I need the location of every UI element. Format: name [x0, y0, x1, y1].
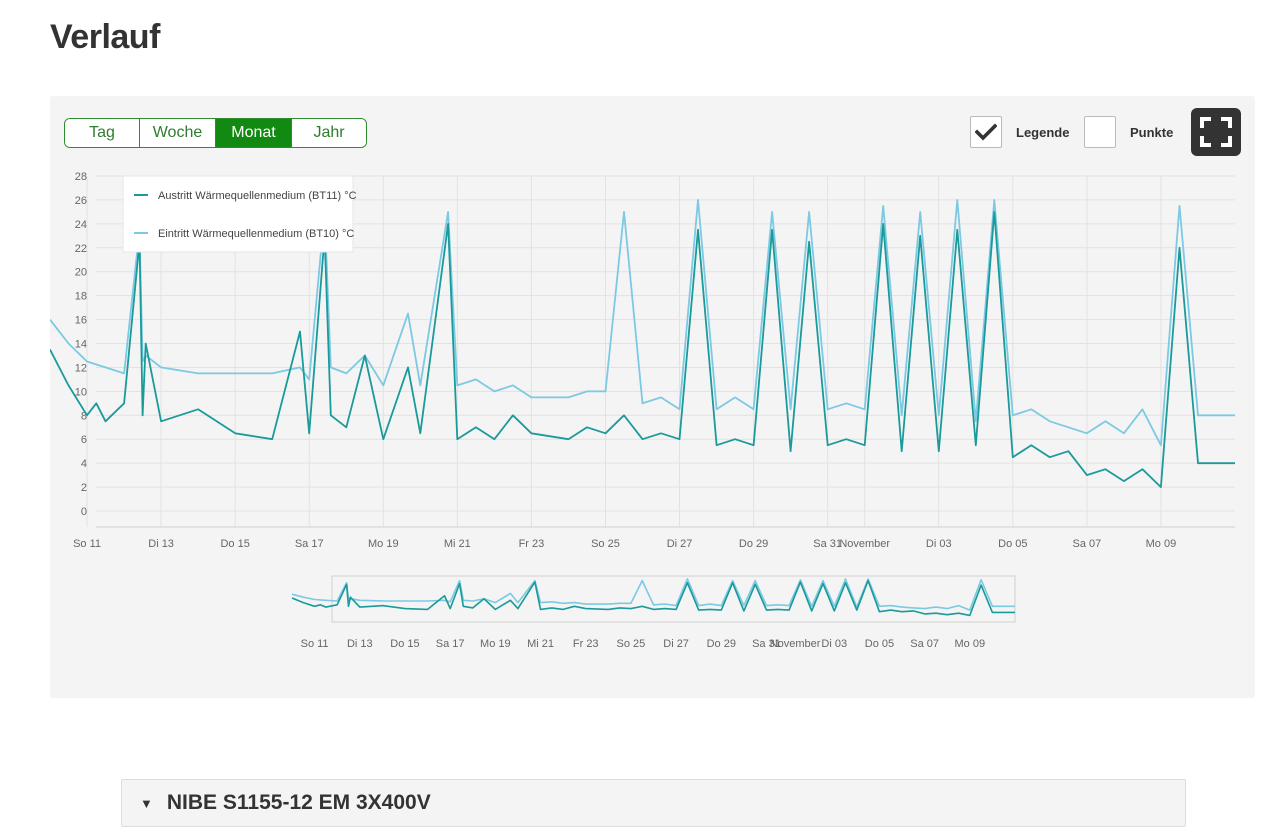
navigator-tick-label: November: [770, 638, 821, 650]
points-toggle: Punkte: [1084, 116, 1173, 148]
navigator-tick-label: Mo 19: [480, 638, 511, 650]
navigator-tick-label: Di 13: [347, 638, 373, 650]
y-tick-label: 10: [75, 386, 87, 398]
series-line-bt11: [50, 211, 1235, 489]
range-button-tag[interactable]: Tag: [65, 119, 140, 147]
y-tick-label: 8: [81, 410, 87, 422]
x-tick-label: So 25: [591, 538, 620, 550]
time-range-selector: Tag Woche Monat Jahr: [64, 118, 367, 148]
y-tick-label: 16: [75, 315, 87, 327]
x-tick-label: Mo 19: [368, 538, 399, 550]
y-tick-label: 22: [75, 243, 87, 255]
x-tick-label: November: [839, 538, 890, 550]
y-tick-label: 6: [81, 434, 87, 446]
page-title: Verlauf: [50, 18, 160, 56]
x-tick-label: Di 13: [148, 538, 174, 550]
range-button-woche[interactable]: Woche: [140, 119, 216, 147]
navigator-tick-label: Sa 31: [752, 638, 781, 650]
points-label: Punkte: [1130, 124, 1174, 140]
x-tick-label: Sa 31: [813, 538, 842, 550]
triangle-down-icon: ▼: [140, 795, 153, 811]
y-tick-label: 20: [75, 267, 87, 279]
navigator-tick-label: Do 05: [865, 638, 894, 650]
legend-entry: Austritt Wärmequellenmedium (BT11) °C: [158, 190, 357, 202]
legend-box: [122, 175, 354, 253]
x-tick-label: Mi 21: [444, 538, 471, 550]
navigator-tick-label: So 11: [301, 638, 329, 650]
y-tick-label: 18: [75, 291, 87, 303]
navigator-tick-label: Di 27: [663, 638, 689, 650]
x-tick-label: Fr 23: [519, 538, 545, 550]
range-button-monat[interactable]: Monat: [216, 119, 292, 147]
x-tick-label: Sa 07: [1073, 538, 1102, 550]
legend-toggle: Legende: [970, 116, 1069, 148]
navigator-window: [331, 575, 1016, 623]
navigator-tick-label: Mi 21: [527, 638, 554, 650]
fullscreen-button[interactable]: [1191, 108, 1241, 156]
x-tick-label: Do 05: [998, 538, 1027, 550]
y-tick-label: 2: [81, 482, 87, 494]
navigator-tick-label: Sa 17: [436, 638, 465, 650]
navigator-tick-label: Fr 23: [573, 638, 599, 650]
series-line-bt10: [50, 199, 1235, 447]
navigator-tick-label: Mo 09: [955, 638, 986, 650]
y-tick-label: 12: [75, 362, 87, 374]
range-button-jahr[interactable]: Jahr: [292, 119, 366, 147]
series-line-bt10-navigator: [291, 578, 1015, 611]
x-tick-label: Di 27: [667, 538, 693, 550]
history-chart-panel: 0 2 4 6 8 10 12 14 16 18 20 22 24 26 28 So 11 Di 13 Do 15…: [50, 96, 1255, 698]
x-tick-label: So 11: [73, 538, 101, 550]
fullscreen-icon: [1200, 117, 1232, 147]
y-tick-label: 14: [75, 339, 87, 351]
navigator-tick-label: So 25: [617, 638, 646, 650]
y-tick-label: 24: [75, 219, 87, 231]
y-tick-label: 28: [75, 171, 87, 183]
legend-label: Legende: [1016, 124, 1070, 140]
legend-checkbox[interactable]: [970, 116, 1002, 148]
navigator-tick-label: Sa 07: [910, 638, 939, 650]
device-accordion[interactable]: ▼ NIBE S1155-12 EM 3X400V: [121, 779, 1186, 827]
x-tick-label: Do 15: [220, 538, 249, 550]
device-title: NIBE S1155-12 EM 3X400V: [166, 791, 431, 814]
x-tick-label: Do 29: [739, 538, 768, 550]
navigator-tick-label: Do 15: [390, 638, 419, 650]
x-tick-label: Sa 17: [295, 538, 324, 550]
x-tick-label: Di 03: [926, 538, 952, 550]
legend-entry: Eintritt Wärmequellenmedium (BT10) °C: [158, 228, 354, 240]
y-tick-label: 0: [81, 506, 87, 518]
y-tick-label: 4: [81, 458, 87, 470]
series-line-bt11-navigator: [291, 579, 1015, 617]
navigator-tick-label: Di 03: [821, 638, 847, 650]
x-tick-label: Mo 09: [1146, 538, 1177, 550]
chart-legend: Austritt Wärmequellenmedium (BT11) °C Ein…: [122, 175, 357, 253]
checkmark-icon: [975, 123, 997, 141]
points-checkbox[interactable]: [1084, 116, 1116, 148]
y-tick-label: 26: [75, 195, 87, 207]
navigator-tick-label: Do 29: [707, 638, 736, 650]
